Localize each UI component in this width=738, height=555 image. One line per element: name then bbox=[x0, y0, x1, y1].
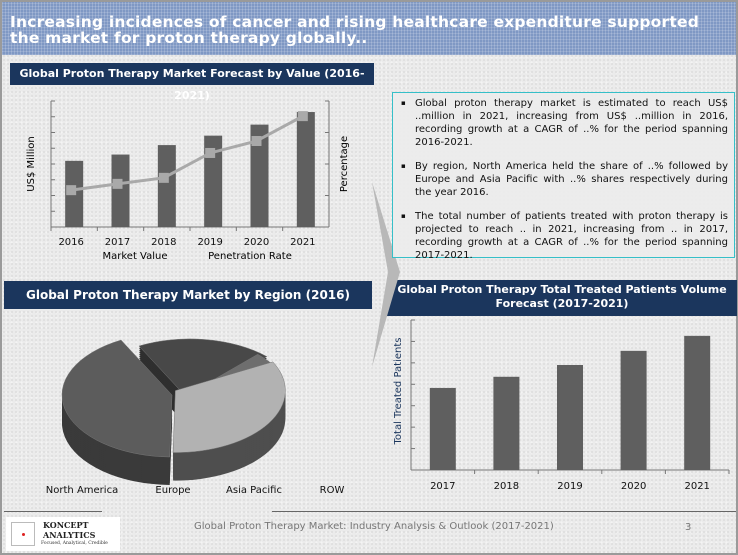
line-marker bbox=[112, 178, 123, 189]
page-number: 3 bbox=[685, 522, 692, 533]
x-tick-label: 2017 bbox=[105, 237, 130, 248]
patients-chart: 2017 2018 2019 2020 2021 Total Treated Patien… bbox=[393, 319, 730, 492]
bar-2019 bbox=[557, 365, 583, 470]
y2-axis-label: Percentage bbox=[339, 136, 350, 192]
bar-2017 bbox=[429, 387, 456, 470]
legend-north-america: North America bbox=[46, 485, 118, 496]
line-marker bbox=[251, 136, 262, 147]
callout-arrow bbox=[372, 182, 400, 367]
x-tick-label: 2021 bbox=[290, 237, 315, 248]
bar-2020 bbox=[620, 350, 647, 470]
legend-asia-pacific: Asia Pacific bbox=[226, 485, 282, 496]
line-marker bbox=[297, 111, 308, 122]
legend-penetration-rate: Penetration Rate bbox=[208, 251, 292, 262]
pie-slice-row bbox=[172, 361, 286, 453]
x-tick-label: 2018 bbox=[494, 481, 519, 492]
legend-europe: Europe bbox=[155, 485, 190, 496]
bar-2021 bbox=[296, 112, 315, 227]
legend-row: ROW bbox=[320, 485, 345, 496]
x-tick-label: 2020 bbox=[621, 481, 646, 492]
footer-divider bbox=[4, 511, 102, 512]
bullet-item: The total number of patients treated wit… bbox=[401, 210, 728, 262]
line-marker bbox=[205, 147, 216, 158]
footer-divider bbox=[272, 511, 736, 512]
bar-2018 bbox=[157, 145, 176, 227]
x-tick-label: 2019 bbox=[557, 481, 582, 492]
company-logo: KONCEPT ANALYTICS Focused, Analytical, Cr… bbox=[6, 517, 120, 551]
x-tick-label: 2017 bbox=[430, 481, 455, 492]
bar-2019 bbox=[204, 135, 223, 227]
patients-chart-header: Global Proton Therapy Total Treated Pati… bbox=[387, 280, 737, 316]
value-chart-header: Global Proton Therapy Market Forecast by… bbox=[10, 63, 374, 102]
line-marker bbox=[158, 172, 169, 183]
penetration-line bbox=[70, 114, 304, 192]
footer-title: Global Proton Therapy Market: Industry A… bbox=[194, 521, 554, 532]
x-tick-label: 2018 bbox=[151, 237, 176, 248]
x-tick-label: 2021 bbox=[684, 481, 709, 492]
x-tick-label: 2019 bbox=[197, 237, 222, 248]
value-chart: 2016 2017 2018 2019 2020 2021 US$ Million Perce… bbox=[26, 100, 350, 262]
legend-market-value: Market Value bbox=[102, 251, 167, 262]
bullet-item: Global proton therapy market is estimate… bbox=[401, 97, 728, 149]
region-pie-chart: North America Europe Asia Pacific ROW bbox=[46, 338, 345, 496]
key-findings-box: Global proton therapy market is estimate… bbox=[392, 92, 735, 261]
x-tick-label: 2016 bbox=[58, 237, 83, 248]
y-axis-label: Total Treated Patients bbox=[393, 338, 404, 446]
pie-slice-north-america bbox=[61, 339, 173, 458]
bar-2017 bbox=[111, 154, 130, 227]
region-chart-header: Global Proton Therapy Market by Region (… bbox=[4, 281, 372, 309]
line-marker bbox=[66, 185, 77, 196]
x-tick-label: 2020 bbox=[244, 237, 269, 248]
y-axis-label: US$ Million bbox=[26, 136, 37, 191]
bar-2021 bbox=[684, 335, 711, 470]
bar-2018 bbox=[493, 376, 520, 470]
bar-2020 bbox=[250, 124, 269, 227]
slide-title: Increasing incidences of cancer and risi… bbox=[2, 2, 736, 55]
pie-slice-europe bbox=[138, 338, 268, 402]
bullet-item: By region, North America held the share … bbox=[401, 160, 728, 199]
